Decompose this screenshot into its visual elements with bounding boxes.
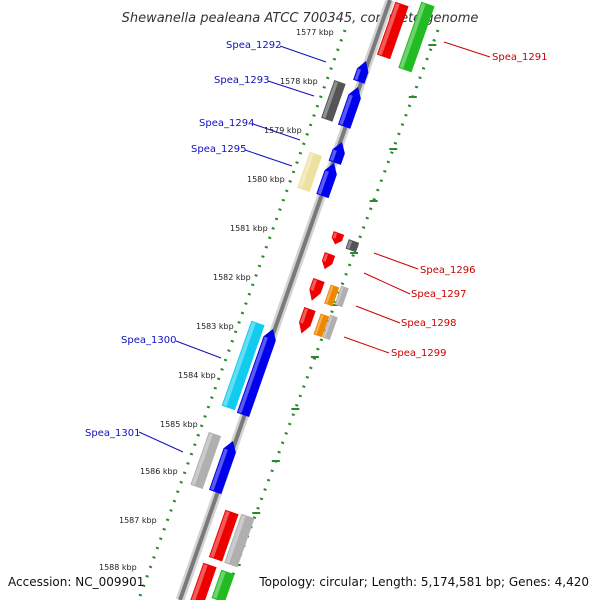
gene-spea-1298-orange [324, 284, 340, 307]
gene-spea-1299-red-highlight [299, 308, 308, 324]
gene-spea-1295-highlight [317, 170, 329, 195]
tick-label-1586: 1586 kbp [140, 467, 178, 476]
gene-bottom-red-1 [208, 509, 239, 562]
gene-bottom-red-2 [190, 562, 217, 600]
gene-spea-1300-cyan [221, 320, 265, 411]
tick-label-1577: 1577 kbp [296, 28, 334, 37]
gene-spea-1296-highlight [332, 232, 338, 239]
gene-spea-1301-highlight [210, 448, 228, 491]
gene-spea-1292-highlight [354, 68, 362, 81]
leader-right-2 [363, 272, 411, 295]
accession-text: Accession: NC_009901 [8, 575, 144, 589]
gene-spea-1293-gray-highlight [322, 81, 338, 119]
tick-label-1588: 1588 kbp [99, 563, 137, 572]
tick-label-1579: 1579 kbp [264, 126, 302, 135]
gene-bottom-green-1-highlight [212, 570, 226, 599]
gene-label-spea-1293[interactable]: Spea_1293 [214, 75, 269, 86]
gene-bottom-green-1 [211, 569, 235, 600]
gene-spea-1296-gray [345, 239, 360, 253]
gene-bottom-gray-1-highlight [225, 514, 246, 564]
gene-spea-1299-gray-highlight [323, 315, 333, 338]
gene-label-spea-1297[interactable]: Spea_1297 [411, 289, 466, 300]
gene-spea-1292 [353, 61, 369, 84]
gene-spea-1300 [236, 329, 276, 418]
gene-spea-1300-cyan-highlight [222, 321, 256, 407]
gene-spea-1293-highlight [339, 94, 353, 126]
tick-label-1580: 1580 kbp [247, 175, 285, 184]
gene-spea-1299-gray [322, 314, 338, 340]
gene-spea-1297-highlight [322, 253, 329, 262]
leader-left-1 [267, 80, 315, 97]
gene-spea-1298-gray-highlight [335, 286, 344, 305]
leader-left-3 [244, 149, 293, 167]
leader-left-4 [175, 340, 222, 359]
leader-left-0 [279, 45, 327, 63]
gene-spea-1295 [316, 163, 337, 199]
left-tick-ring [138, 29, 347, 597]
gene-bottom-red-2-highlight [191, 563, 208, 600]
gene-label-spea-1295[interactable]: Spea_1295 [191, 144, 246, 155]
tick-label-1581: 1581 kbp [230, 224, 268, 233]
gene-spea-1298-red-highlight [310, 279, 317, 291]
tick-label-1583: 1583 kbp [196, 322, 234, 331]
tick-label-1587: 1587 kbp [119, 516, 157, 525]
topology-text: Topology: circular; Length: 5,174,581 bp… [258, 575, 589, 589]
gene-label-spea-1296[interactable]: Spea_1296 [420, 265, 475, 276]
gene-label-spea-1298[interactable]: Spea_1298 [401, 318, 456, 329]
gene-spea-1298-orange-highlight [325, 285, 334, 304]
label-leaders [138, 41, 491, 453]
gene-spea-1293 [337, 87, 361, 129]
tick-label-1582: 1582 kbp [213, 273, 251, 282]
leader-right-1 [373, 252, 419, 270]
gene-bottom-gray-1 [224, 513, 255, 568]
gene-spea-1295-yellow [297, 151, 323, 193]
gene-spea-1299-orange [313, 313, 330, 338]
gene-features [190, 1, 435, 600]
leader-right-4 [343, 336, 390, 354]
gene-spea-1291-red-highlight [378, 2, 400, 56]
gene-spea-1296 [331, 231, 345, 245]
tick-label-1584: 1584 kbp [178, 371, 216, 380]
gene-spea-1295-yellow-highlight [298, 153, 314, 189]
gene-spea-1300-highlight [238, 336, 268, 414]
gene-spea-1291-red [376, 1, 409, 60]
gene-spea-1301-gray-highlight [191, 433, 213, 486]
gene-label-spea-1301[interactable]: Spea_1301 [85, 428, 140, 439]
tick-label-1585: 1585 kbp [160, 420, 198, 429]
gene-spea-1299-red [299, 307, 316, 334]
gene-spea-1296-gray-highlight [346, 240, 353, 249]
leader-right-3 [355, 305, 401, 324]
gene-label-spea-1291[interactable]: Spea_1291 [492, 52, 547, 63]
gene-spea-1294 [328, 142, 345, 165]
tick-label-1578: 1578 kbp [280, 77, 318, 86]
right-tick-ring [223, 29, 440, 597]
leader-left-5 [138, 431, 184, 453]
gene-label-spea-1292[interactable]: Spea_1292 [226, 40, 281, 51]
gene-bottom-red-1-highlight [210, 510, 230, 558]
gene-spea-1297 [321, 252, 336, 270]
gene-label-spea-1294[interactable]: Spea_1294 [199, 118, 254, 129]
gene-spea-1298-gray [334, 285, 349, 308]
leader-right-0 [443, 41, 491, 58]
leader-left-2 [252, 123, 301, 141]
gene-spea-1299-orange-highlight [314, 314, 324, 335]
gene-spea-1291-green-highlight [399, 2, 426, 69]
gene-label-spea-1299[interactable]: Spea_1299 [391, 348, 446, 359]
gene-spea-1301 [209, 441, 236, 495]
gene-spea-1294-highlight [329, 149, 337, 162]
gene-spea-1301-gray [190, 431, 222, 490]
gene-spea-1291-green [398, 1, 435, 73]
gene-spea-1293-gray [321, 80, 346, 122]
gene-label-spea-1300[interactable]: Spea_1300 [121, 335, 176, 346]
gene-spea-1298-red [309, 278, 325, 301]
